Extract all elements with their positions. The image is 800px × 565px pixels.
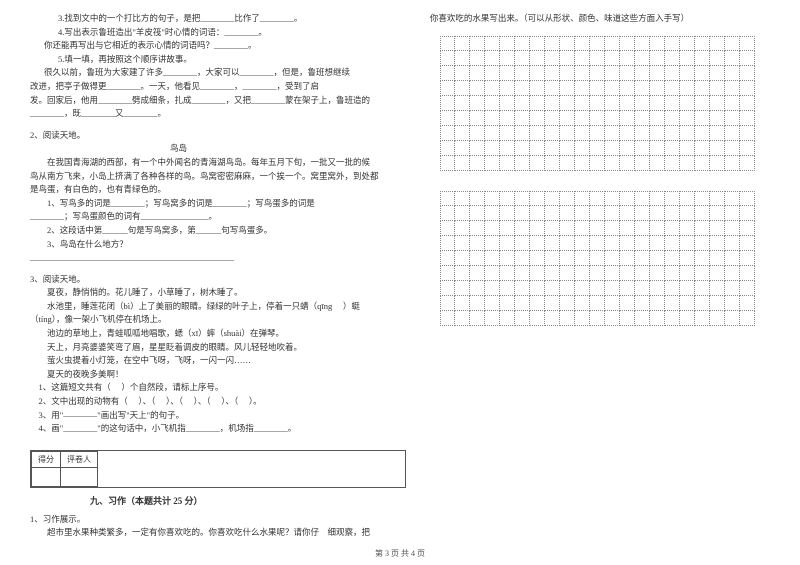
page-footer: 第 3 页 共 4 页	[0, 548, 800, 559]
score-header-1: 得分	[32, 451, 61, 467]
reading2-q1b: ________；写鸟蛋颜色的词有________________。	[30, 210, 406, 224]
reading2-title: 2、阅读天地。	[30, 129, 406, 143]
writing-grid-1	[440, 36, 770, 171]
reading3-q3: 3、用"————"画出写"天上"的句子。	[30, 409, 406, 423]
q5-line: 5.填一填，再按照这个顺序讲故事。	[30, 53, 406, 67]
reading2-q3: 3、鸟岛在什么地方？	[30, 238, 406, 252]
reading2-p1: 在我国青海湖的西部，有一个中外闻名的青海湖鸟岛。每年五月下旬，一批又一批的候	[30, 156, 406, 170]
reading3-title: 3、阅读天地。	[30, 273, 406, 287]
reading3-q4: 4、画"________"的这句话中，小飞机指________，机场指_____…	[30, 422, 406, 436]
reading2-subtitle: 鸟岛	[30, 142, 406, 156]
q4b-line: 你还能再写出与它相近的表示心情的词语吗？________。	[30, 39, 406, 53]
reading3-p7: 夏天的夜晚多美啊！	[30, 368, 406, 382]
reading3-p3: （tíng），像一架小飞机停在机场上。	[30, 313, 406, 327]
reading3-p5: 天上，月亮婆婆笑弯了眉，星星眨着调皮的眼睛。风儿轻轻地吹着。	[30, 341, 406, 355]
score-header-2: 评卷人	[61, 451, 98, 467]
reading2-p2: 鸟从南方飞来，小岛上挤满了各种各样的鸟。鸟窝密密麻麻，一个挨一个。窝里窝外，到处…	[30, 170, 406, 184]
q3-line: 3.找到文中的一个打比方的句子，是把________比作了________。	[30, 12, 406, 26]
reading2-q1: 1、写鸟多的词是________；写鸟窝多的词是________；写鸟蛋多的词是	[30, 197, 406, 211]
q5c-line: 改进，把亭子做得更________。一天，他看见________，_______…	[30, 80, 406, 94]
reading3-p4: 池边的草地上，青蛙呱呱地唱歌，蟋（xī）蟀（shuài）在弹琴。	[30, 327, 406, 341]
reading3-p1: 夏夜，静悄悄的。花儿睡了，小草睡了，树木睡了。	[30, 286, 406, 300]
q5e-line: ________，既________又________。	[30, 107, 406, 121]
q5b-line: 很久以前，鲁班为大家建了许多________，大家可以________，但是，鲁…	[30, 66, 406, 80]
reading3-p2: 水池里，睡莲花闭（bì）上了美丽的眼睛。绿绿的叶子上，停着一只蜻（qīng ）蜓	[30, 300, 406, 314]
reading2-p3: 是鸟蛋，有白色的，也有青绿色的。	[30, 183, 406, 197]
writing-grid-2	[440, 191, 770, 326]
composition-p1: 超市里水果种类繁多，一定有你喜欢吃的。你喜欢吃什么水果呢？请你仔 细观察，把	[30, 526, 406, 540]
reading3-q1: 1、这篇短文共有（ ）个自然段，请标上序号。	[30, 381, 406, 395]
reading3-p6: 萤火虫提着小灯笼，在空中飞呀，飞呀，一闪一闪……	[30, 354, 406, 368]
reading2-q2: 2、这段话中第______句是写鸟窝多，第______句写鸟蛋多。	[30, 224, 406, 238]
q5d-line: 发。回家后，他用________劈成细条，扎成________，又把______…	[30, 94, 406, 108]
q4-line: 4.写出表示鲁班造出"羊皮筏"时心情的词语：________。	[30, 26, 406, 40]
right-top-line: 你喜欢吃的水果写出来。（可以从形状、颜色、味道这些方面入手写）	[430, 12, 770, 26]
score-table: 得分 评卷人	[30, 450, 406, 488]
composition-title: 1、习作展示。	[30, 513, 406, 527]
section-nine-title: 九、习作（本题共计 25 分）	[30, 494, 406, 507]
reading3-q2: 2、文中出现的动物有（ ）、（ ）、（ ）、（ ）、（ ）。	[30, 395, 406, 409]
reading2-q3b: ________________________________________…	[30, 251, 406, 265]
